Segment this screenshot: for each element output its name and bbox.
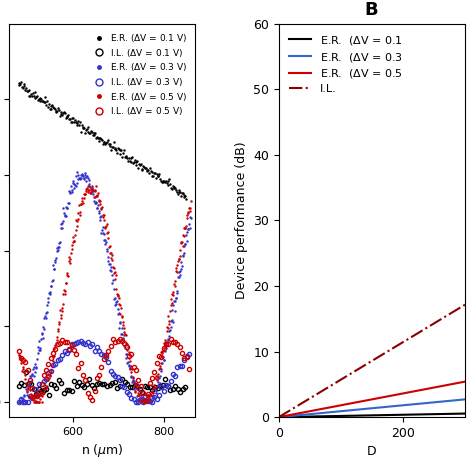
X-axis label: D: D: [367, 446, 376, 458]
Title: B: B: [365, 1, 378, 19]
Legend: E.R.  ($\Delta$V = 0.1, E.R.  ($\Delta$V = 0.3, E.R.  ($\Delta$V = 0.5, I.L.: E.R. ($\Delta$V = 0.1, E.R. ($\Delta$V =…: [284, 29, 408, 99]
X-axis label: n ($\mu$m): n ($\mu$m): [81, 442, 124, 459]
Legend: E.R. ($\Delta$V = 0.1 V), I.L. ($\Delta$V = 0.1 V), E.R. ($\Delta$V = 0.3 V), I.: E.R. ($\Delta$V = 0.1 V), I.L. ($\Delta$…: [88, 28, 191, 121]
Y-axis label: Device performance (dB): Device performance (dB): [235, 142, 247, 299]
